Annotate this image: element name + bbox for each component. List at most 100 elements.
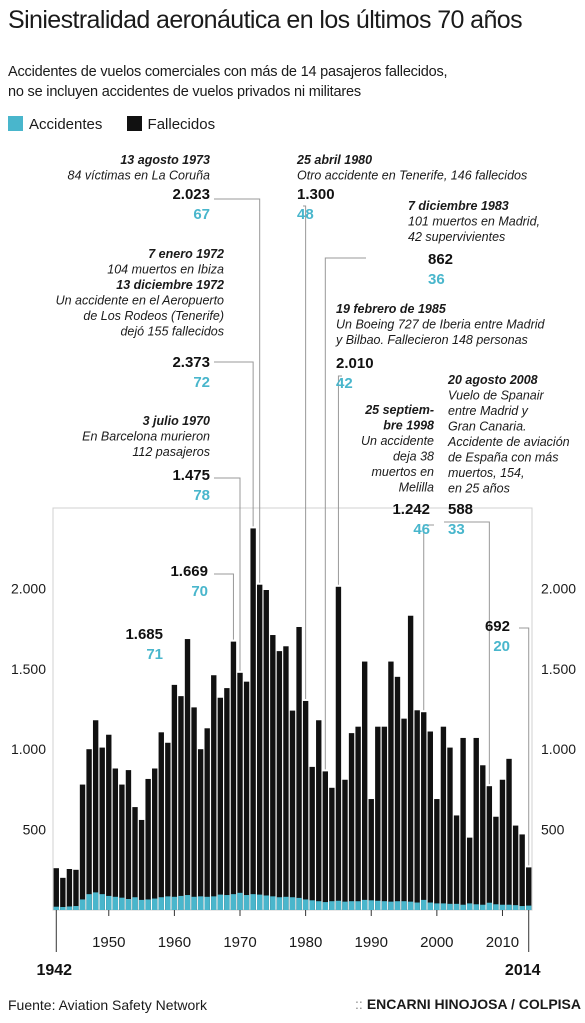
annotation-1962: 1.685 71 [125,626,163,663]
annotation-2008-accidentes: 33 [448,521,465,538]
ytick-right-1000: 1.000 [541,741,576,757]
bar-accidentes-2012 [512,905,519,910]
bar-fallecidos-1977 [283,646,289,910]
bar-accidentes-2000 [434,903,440,910]
bar-fallecidos-1957 [152,768,158,910]
annotation-1972-line-4: de Los Rodeos (Tenerife) [83,309,224,323]
bar-accidentes-1958 [158,897,164,910]
annotation-1970-line-1: En Barcelona murieron [82,430,210,444]
xtick-2010: 2010 [486,934,519,951]
bar-accidentes-1966 [211,896,217,910]
bar-accidentes-1996 [407,901,414,910]
bar-accidentes-1944 [66,906,73,910]
bar-fallecidos-2001 [440,726,447,910]
bar-fallecidos-1959 [165,742,171,910]
bar-accidentes-1949 [99,894,105,910]
bar-fallecidos-2010 [499,779,506,910]
ytick-left-500: 500 [23,822,47,838]
bar-accidentes-2014 [526,905,532,910]
legend-label-fallecidos: Fallecidos [147,116,216,133]
annotation-1985-line-0: 19 febrero de 1985 [336,302,447,316]
annotation-1972-line-0: 7 enero 1972 [148,247,224,261]
bar-fallecidos-1943 [60,877,66,910]
xtick-1970: 1970 [223,934,256,951]
bar-accidentes-1947 [86,894,92,910]
bar-accidentes-1946 [79,899,86,910]
leader-1980 [303,205,307,699]
xtick-1950: 1950 [92,934,125,951]
bar-accidentes-1989 [361,899,368,910]
leader-2008 [444,521,490,785]
annotation-1970-line-2: 112 pasajeros [132,445,210,459]
legend-swatch-fallecidos [126,116,142,131]
bar-accidentes-1968 [224,895,230,910]
annotation-1985: 19 febrero de 1985 Un Boeing 727 de Iberi… [335,302,546,392]
bar-fallecidos-2006 [473,737,479,910]
annotation-1970-line-0: 3 julio 1970 [143,414,210,428]
ytick-left-1000: 1.000 [11,741,46,757]
bar-accidentes-1997 [414,902,420,910]
x-end-label: 2014 [505,962,541,979]
bar-fallecidos-1999 [427,731,433,910]
bar-fallecidos-1967 [217,697,224,910]
bar-fallecidos-1951 [112,768,119,910]
annotation-1972-accidentes: 72 [193,374,210,391]
bar-fallecidos-1944 [66,868,73,910]
annotations: 13 agosto 1973 84 víctimas en La Coruña 2.… [56,153,570,663]
leader-1983 [324,257,366,770]
annotation-1998-line-2: Un accidente [361,434,434,448]
bar-accidentes-1959 [165,896,171,910]
bar-fallecidos-1955 [138,819,145,910]
bar-accidentes-1998 [421,899,427,910]
xtick-1980: 1980 [289,934,322,951]
bar-fallecidos-1986 [342,779,348,910]
bar-fallecidos-1971 [243,681,250,910]
bar-accidentes-1972 [250,894,256,910]
bar-accidentes-1978 [289,897,296,910]
bar-accidentes-2006 [473,904,479,910]
bar-fallecidos-2000 [434,799,440,910]
bar-fallecidos-1980 [302,700,309,910]
annotation-1980: 25 abril 1980 Otro accidente en Tenerife,… [296,153,527,223]
bar-fallecidos-1972 [250,528,256,910]
bar-fallecidos-1942 [53,868,59,910]
annotation-1998-line-3: dejа 38 [393,450,434,464]
bar-fallecidos-2005 [466,837,473,910]
annotation-1962-accidentes: 71 [146,646,163,663]
bar-fallecidos-2012 [512,825,519,910]
bar-fallecidos-1983 [322,771,328,910]
bar-accidentes-1974 [263,895,269,910]
bar-fallecidos-1981 [309,766,315,910]
chart-title: Siniestralidad aeronáutica en los último… [8,6,523,34]
bar-fallecidos-1963 [191,707,197,910]
bar-fallecidos-1990 [368,799,374,910]
bar-accidentes-1952 [119,897,125,910]
leader-1973 [214,198,261,583]
legend-item-accidentes: Accidentes [8,116,102,133]
legend-swatch-accidentes [8,116,23,131]
bar-fallecidos-1997 [414,710,420,910]
bar-accidentes-1990 [368,900,374,910]
annotation-1983-line-1: 101 muertos en Madrid, [408,215,540,229]
annotation-1980-line-0: 25 abril 1980 [296,153,372,167]
bar-fallecidos-1996 [407,615,414,910]
bar-accidentes-1983 [322,902,328,910]
credit-dots: :: [355,996,363,1012]
bar-fallecidos-2013 [519,834,525,910]
annotation-1985-line-1: Un Boeing 727 de Iberia entre Madrid [336,318,546,332]
annotation-1985-fallecidos: 2.010 [336,355,374,372]
bar-accidentes-1981 [309,900,315,910]
annotation-1998-line-0: 25 septiem- [364,403,434,417]
bar-fallecidos-2007 [480,765,486,910]
bar-fallecidos-1948 [92,720,99,910]
bar-accidentes-1969 [230,894,237,910]
bar-fallecidos-1988 [355,726,361,910]
bar-accidentes-1951 [112,896,119,910]
ytick-right-1500: 1.500 [541,661,576,677]
annotation-1962-fallecidos: 1.685 [125,626,163,643]
bar-accidentes-1999 [427,902,433,910]
